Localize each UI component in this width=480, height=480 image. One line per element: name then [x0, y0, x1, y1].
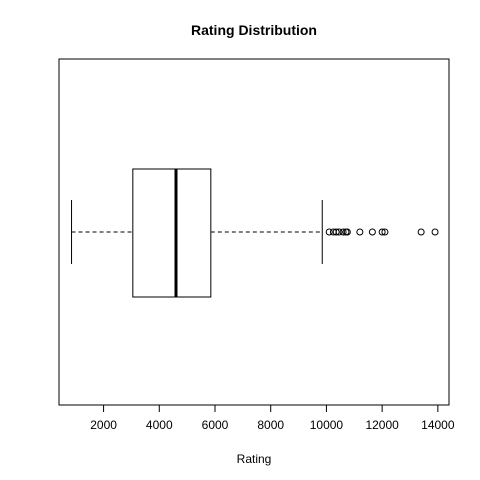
outlier-point — [431, 228, 439, 236]
box-plot — [71, 168, 323, 298]
outlier-point — [325, 228, 333, 236]
outlier-point — [381, 228, 389, 236]
x-tick-label: 12000 — [365, 418, 399, 432]
outlier-point — [332, 228, 340, 236]
outlier-points — [325, 228, 439, 236]
outlier-point — [368, 228, 376, 236]
iqr-box — [132, 168, 212, 298]
x-axis: 2000 4000 6000 8000 10000 12000 14000 — [90, 404, 455, 432]
x-tick-label: 8000 — [257, 418, 284, 432]
x-tick-label: 14000 — [421, 418, 455, 432]
chart-title: Rating Distribution — [191, 22, 317, 38]
outlier-point — [335, 228, 343, 236]
x-axis-label: Rating — [237, 452, 272, 466]
outlier-point — [343, 228, 351, 236]
outlier-point — [339, 228, 347, 236]
outlier-point — [356, 228, 364, 236]
x-tick-label: 2000 — [90, 418, 117, 432]
x-tick-label: 10000 — [310, 418, 344, 432]
x-tick-label: 6000 — [202, 418, 229, 432]
x-tick-label: 4000 — [146, 418, 173, 432]
outlier-point — [378, 228, 386, 236]
outlier-point — [417, 228, 425, 236]
